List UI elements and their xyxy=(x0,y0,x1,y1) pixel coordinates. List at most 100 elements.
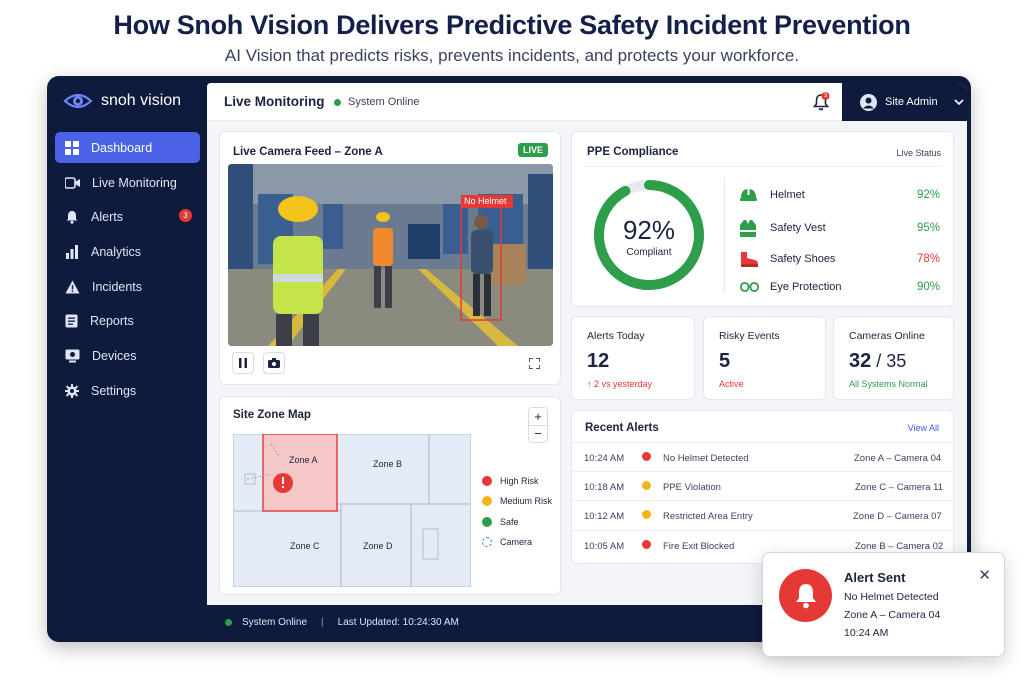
alert-row[interactable]: 10:12 AM Restricted Area Entry Zone D – … xyxy=(572,500,952,529)
sidebar-item-dashboard[interactable]: Dashboard xyxy=(55,132,200,163)
alert-severity-icon xyxy=(642,540,651,549)
toast-alert-icon xyxy=(779,569,832,622)
stat-card-cameras-online[interactable]: Cameras Online 32 / 35 All Systems Norma… xyxy=(833,316,954,400)
main-content: Live Monitoring System Online 3 Site Adm… xyxy=(207,83,967,605)
legend-medium-risk: Medium Risk xyxy=(482,496,552,506)
sidebar-item-settings[interactable]: Settings xyxy=(55,375,200,406)
fullscreen-button[interactable] xyxy=(523,352,545,374)
ppe-item-value: 92% xyxy=(916,189,940,201)
warehouse-scene-illustration xyxy=(228,164,553,346)
alerts-count-badge: 3 xyxy=(179,209,192,222)
last-updated: Last Updated: 10:24:30 AM xyxy=(337,616,459,628)
status-footer: System Online | Last Updated: 10:24:30 A… xyxy=(207,605,967,639)
view-all-link[interactable]: View All xyxy=(907,423,939,433)
recent-alerts-card: Recent Alerts View All 10:24 AM No Helme… xyxy=(571,410,954,564)
alert-location: Zone C – Camera 11 xyxy=(855,482,944,493)
stat-card-alerts-today[interactable]: Alerts Today 12 ↑ 2 vs yesterday xyxy=(571,316,695,400)
sidebar-item-devices[interactable]: Devices xyxy=(55,340,200,371)
map-zoom-controls: + − xyxy=(528,407,548,443)
sidebar-item-reports[interactable]: Reports xyxy=(55,305,200,336)
gear-icon xyxy=(65,383,79,398)
device-icon xyxy=(65,349,80,362)
stat-value: 12 xyxy=(587,350,610,372)
ppe-title: PPE Compliance xyxy=(587,146,679,158)
site-zone-map-card: Site Zone Map + − xyxy=(219,396,561,595)
page-subheadline: AI Vision that predicts risks, prevents … xyxy=(224,46,800,65)
system-status-label: System Online xyxy=(348,96,420,108)
sidebar-item-incidents[interactable]: Incidents xyxy=(55,271,200,302)
status-dot xyxy=(225,618,232,626)
ppe-compliance-card: PPE Compliance Live Status 92% Compliant… xyxy=(571,131,954,307)
stat-label: Risky Events xyxy=(719,330,780,342)
user-menu[interactable]: Site Admin xyxy=(842,83,967,121)
snapshot-button[interactable] xyxy=(263,352,285,374)
legend-camera: Camera xyxy=(482,537,532,547)
ppe-item-label: Helmet xyxy=(770,189,805,201)
camera-feed-image[interactable]: No Helmet xyxy=(228,164,553,346)
alert-severity-icon xyxy=(642,510,651,519)
vest-icon xyxy=(740,219,756,237)
video-camera-icon xyxy=(65,176,80,189)
sidebar-item-label: Live Monitoring xyxy=(92,175,177,190)
alert-event: PPE Violation xyxy=(663,482,721,493)
ppe-item-label: Eye Protection xyxy=(770,281,842,293)
alert-location: Zone A – Camera 04 xyxy=(854,453,942,464)
dashboard-icon xyxy=(65,140,79,155)
notifications-button[interactable]: 3 xyxy=(812,92,830,117)
page-title: Live Monitoring xyxy=(224,94,325,109)
ppe-row-safety-vest: Safety Vest 95% xyxy=(740,217,940,239)
ppe-item-label: Safety Shoes xyxy=(770,253,836,265)
alert-time: 10:24 AM xyxy=(584,453,625,464)
ppe-row-eye-protection: Eye Protection 90% xyxy=(740,276,940,298)
no-helmet-detection-label: No Helmet xyxy=(464,196,507,206)
legend-safe: Safe xyxy=(482,517,519,527)
alert-row[interactable]: 10:18 AM PPE Violation Zone C – Camera 1… xyxy=(572,471,952,500)
sidebar-item-alerts[interactable]: Alerts 3 xyxy=(55,201,200,232)
close-icon[interactable]: ✕ xyxy=(978,567,991,584)
sidebar-item-label: Dashboard xyxy=(91,140,153,155)
stat-card-risky-events[interactable]: Risky Events 5 Active xyxy=(703,316,826,400)
alert-severity-icon xyxy=(642,481,651,490)
toast-title: Alert Sent xyxy=(844,570,906,585)
zone-label: Zone B xyxy=(373,459,403,469)
status-dot xyxy=(334,98,341,106)
toast-time: 10:24 AM xyxy=(844,627,889,639)
app-logo[interactable]: snoh vision xyxy=(63,91,181,111)
recent-alerts-title: Recent Alerts xyxy=(585,422,659,434)
shoe-icon xyxy=(741,251,758,267)
app-name: snoh vision xyxy=(101,92,182,109)
ppe-item-value: 78% xyxy=(916,253,940,265)
camera-feed-title: Live Camera Feed – Zone A xyxy=(233,146,383,158)
sidebar-item-label: Reports xyxy=(90,313,134,328)
legend-label: Medium Risk xyxy=(500,496,553,506)
compliance-ring xyxy=(594,180,704,290)
zone-label: Zone C xyxy=(290,541,320,551)
camera-legend-icon xyxy=(482,537,492,547)
sidebar-item-live-monitoring[interactable]: Live Monitoring xyxy=(55,167,200,198)
alert-time: 10:12 AM xyxy=(584,511,625,522)
ppe-item-label: Safety Vest xyxy=(770,222,826,234)
worker-orange-vest xyxy=(373,212,393,308)
ppe-row-helmet: Helmet 92% xyxy=(740,184,940,206)
worker-no-helmet xyxy=(471,215,493,316)
zone-map[interactable] xyxy=(233,434,471,587)
camera-icon xyxy=(268,358,280,368)
stat-label: Alerts Today xyxy=(587,330,645,342)
zoom-in-button[interactable]: + xyxy=(529,408,547,426)
alert-sent-toast: Alert Sent No Helmet Detected Zone A – C… xyxy=(762,552,1005,657)
alert-row[interactable]: 10:24 AM No Helmet Detected Zone A – Cam… xyxy=(572,442,952,471)
sidebar-item-analytics[interactable]: Analytics xyxy=(55,236,200,267)
sidebar-item-label: Devices xyxy=(92,348,137,363)
pause-button[interactable] xyxy=(232,352,254,374)
toast-location: Zone A – Camera 04 xyxy=(844,609,941,621)
bell-icon xyxy=(812,92,830,111)
legend-label: Camera xyxy=(500,537,533,547)
zoom-out-button[interactable]: − xyxy=(534,426,542,441)
alert-row[interactable]: 10:05 AM Fire Exit Blocked Zone B – Came… xyxy=(572,530,952,559)
zone-label: Zone A xyxy=(289,455,318,465)
map-title: Site Zone Map xyxy=(233,409,311,421)
stat-label: Cameras Online xyxy=(849,330,925,342)
stat-sub: Active xyxy=(719,379,744,389)
footer-divider: | xyxy=(321,616,324,628)
ppe-vertical-divider xyxy=(724,178,725,293)
